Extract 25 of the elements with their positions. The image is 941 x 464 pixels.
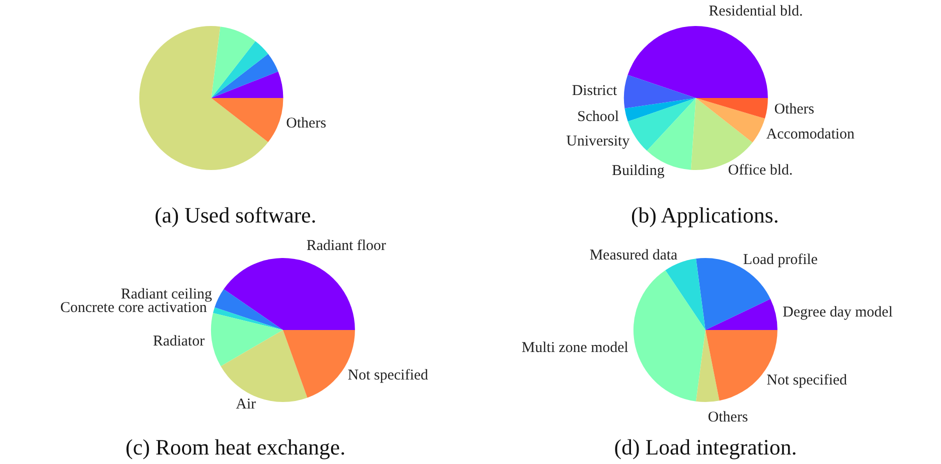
text: (a) Used software. (154, 202, 316, 228)
text: (b) Applications. (630, 202, 779, 228)
text: (d) Load integration. (614, 434, 797, 460)
slice-label: Measured data (590, 248, 678, 264)
slice-label: Building (612, 162, 665, 179)
text: (c) Room heat exchange. (126, 434, 346, 460)
slice-label: District (572, 82, 618, 99)
slice-label: Residential bld. (708, 4, 803, 20)
slice-label: Concrete core activation (60, 300, 208, 316)
slice-label: Radiant floor (306, 238, 386, 254)
slice-label: Degree day model (782, 304, 893, 320)
slice-label: Radiant ceiling (120, 286, 213, 303)
slice-label: Accomodation (766, 126, 856, 143)
slice-label: School (577, 108, 619, 125)
slice-label: Not specified (766, 372, 848, 388)
slice-label: Load profile (743, 252, 818, 268)
slice-label: Air (236, 396, 256, 413)
slice-label: Multi zone model (522, 340, 628, 356)
slice-label: Office bld. (728, 162, 793, 179)
slice-label: Others (708, 409, 748, 426)
slice-label: Others (286, 116, 326, 132)
slice-label: Radiator (152, 333, 205, 350)
slice-label: Not specified (348, 368, 429, 384)
slice-label: Others (774, 101, 814, 118)
slice-label: University (566, 133, 630, 150)
